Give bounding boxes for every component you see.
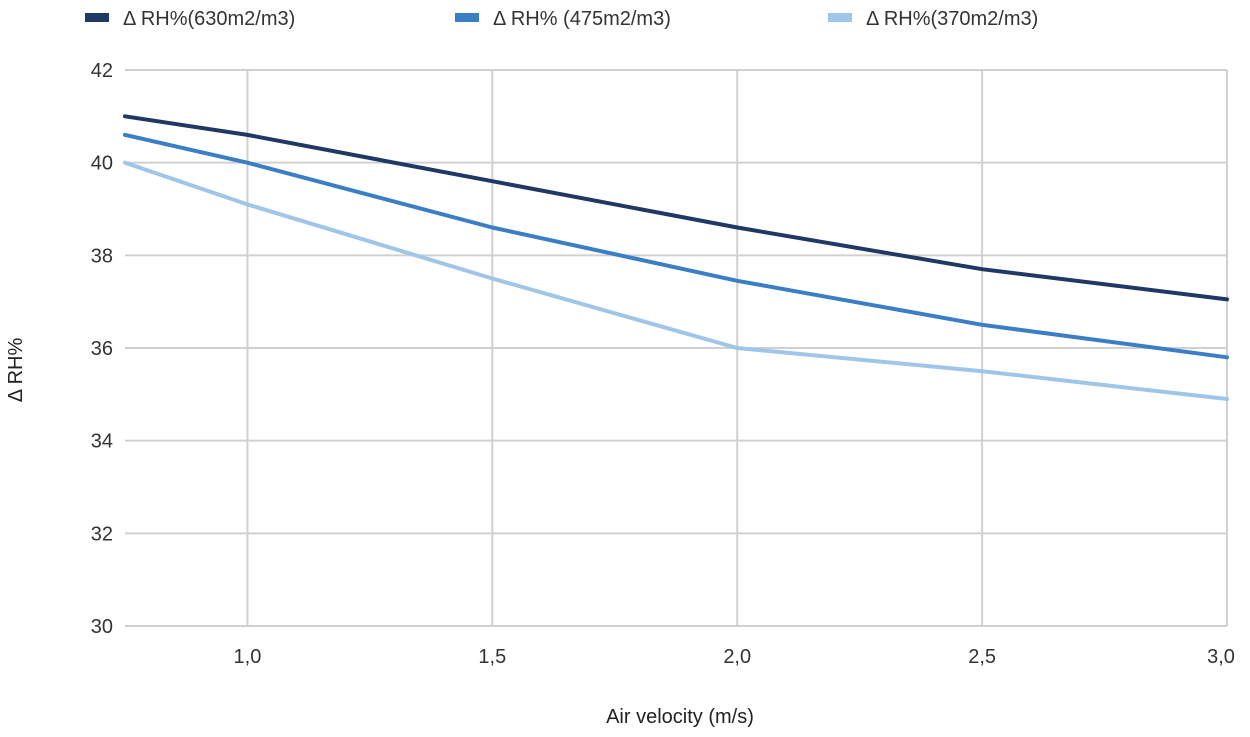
grid	[125, 69, 1228, 627]
series-line-3	[123, 160, 1229, 401]
y-tick-label: 40	[91, 153, 113, 175]
legend: Δ RH%(630m2/m3) Δ RH% (475m2/m3) Δ RH%(370…	[85, 8, 1038, 30]
x-tick-label: 2,0	[723, 646, 751, 668]
series-line-1	[123, 114, 1229, 302]
series-lines	[123, 114, 1229, 401]
x-axis-ticks: 1,0 1,5 2,0 2,5 3,0	[234, 646, 1235, 668]
y-axis-ticks: 30 32 34 36 38 40 42	[91, 60, 113, 638]
x-tick-label: 2,5	[968, 646, 996, 668]
y-tick-label: 36	[91, 338, 113, 360]
legend-label-2: Δ RH% (475m2/m3)	[493, 8, 671, 30]
y-axis-title: Δ RH%	[5, 338, 27, 403]
series-line-2	[123, 132, 1229, 360]
y-tick-label: 38	[91, 245, 113, 267]
legend-swatch-3	[828, 13, 852, 22]
x-axis-title: Air velocity (m/s)	[606, 706, 754, 728]
x-tick-label: 1,5	[478, 646, 506, 668]
y-tick-label: 34	[91, 431, 113, 453]
y-tick-label: 42	[91, 60, 113, 82]
legend-swatch-1	[85, 13, 109, 22]
y-tick-label: 32	[91, 523, 113, 545]
legend-label-3: Δ RH%(370m2/m3)	[866, 8, 1038, 30]
legend-label-1: Δ RH%(630m2/m3)	[123, 8, 295, 30]
legend-swatch-2	[455, 13, 479, 22]
y-tick-label: 30	[91, 616, 113, 638]
x-tick-label: 3,0	[1207, 646, 1235, 668]
x-tick-label: 1,0	[234, 646, 262, 668]
